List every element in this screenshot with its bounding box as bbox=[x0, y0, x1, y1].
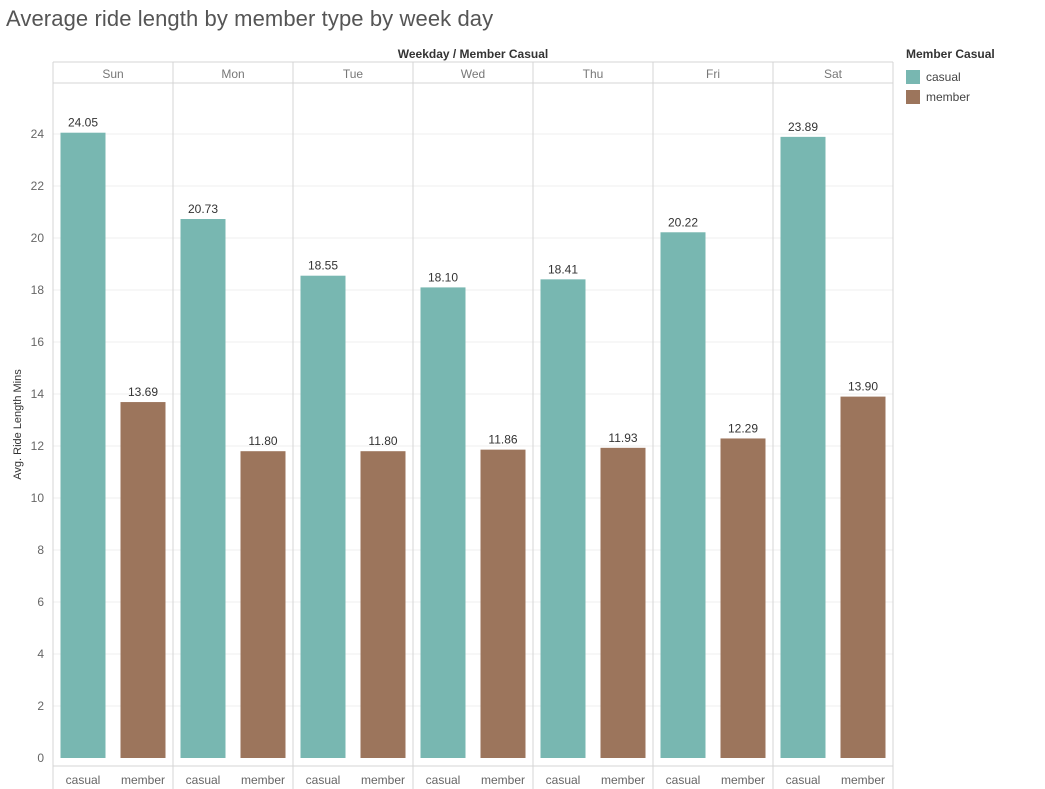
bar-member-mon bbox=[240, 451, 286, 758]
column-header-mon: Mon bbox=[221, 67, 244, 81]
data-label: 13.90 bbox=[848, 380, 878, 394]
legend-swatch-casual bbox=[906, 70, 920, 84]
x-tick-label: member bbox=[361, 773, 405, 787]
column-header-sat: Sat bbox=[824, 67, 843, 81]
data-label: 11.86 bbox=[488, 433, 517, 447]
data-label: 23.89 bbox=[788, 120, 818, 134]
y-tick-label: 14 bbox=[31, 387, 45, 401]
bar-casual-fri bbox=[660, 232, 706, 758]
x-tick-label: casual bbox=[426, 773, 461, 787]
bar-casual-sat bbox=[780, 136, 826, 759]
x-tick-label: member bbox=[481, 773, 525, 787]
column-header-caption: Weekday / Member Casual bbox=[397, 47, 549, 61]
data-label: 11.80 bbox=[248, 434, 277, 448]
bar-casual-thu bbox=[540, 279, 586, 758]
data-label: 20.22 bbox=[668, 215, 698, 229]
x-tick-label: casual bbox=[666, 773, 701, 787]
x-tick-label: casual bbox=[546, 773, 581, 787]
y-tick-label: 0 bbox=[37, 751, 44, 765]
column-header-sun: Sun bbox=[102, 67, 123, 81]
x-tick-label: member bbox=[121, 773, 165, 787]
data-label: 18.41 bbox=[548, 262, 578, 276]
bar-member-sat bbox=[840, 396, 886, 758]
data-label: 11.80 bbox=[368, 434, 397, 448]
legend-title: Member Casual bbox=[906, 47, 995, 61]
data-label: 20.73 bbox=[188, 202, 218, 216]
y-tick-label: 12 bbox=[31, 439, 45, 453]
y-tick-label: 20 bbox=[31, 231, 45, 245]
data-label: 18.10 bbox=[428, 270, 458, 284]
bar-casual-sun bbox=[60, 132, 106, 758]
y-tick-label: 6 bbox=[37, 595, 44, 609]
x-tick-label: casual bbox=[306, 773, 341, 787]
y-tick-label: 2 bbox=[37, 699, 44, 713]
data-label: 12.29 bbox=[728, 421, 758, 435]
bar-casual-wed bbox=[420, 287, 466, 758]
x-tick-label: member bbox=[241, 773, 285, 787]
bar-casual-mon bbox=[180, 219, 226, 758]
y-tick-label: 22 bbox=[31, 179, 45, 193]
y-axis-title: Avg. Ride Length Mins bbox=[12, 369, 24, 480]
bar-member-tue bbox=[360, 451, 406, 758]
bar-member-fri bbox=[720, 438, 766, 758]
legend-item-casual[interactable]: casual bbox=[906, 67, 1041, 87]
y-tick-label: 8 bbox=[37, 543, 44, 557]
column-header-thu: Thu bbox=[583, 67, 604, 81]
data-label: 11.93 bbox=[608, 431, 637, 445]
legend-label-member: member bbox=[926, 90, 971, 104]
bar-member-thu bbox=[600, 447, 646, 758]
x-tick-label: member bbox=[601, 773, 645, 787]
x-tick-label: casual bbox=[66, 773, 101, 787]
y-tick-label: 10 bbox=[31, 491, 45, 505]
y-tick-label: 16 bbox=[31, 335, 45, 349]
y-tick-label: 4 bbox=[37, 647, 44, 661]
column-header-wed: Wed bbox=[461, 67, 485, 81]
y-tick-label: 18 bbox=[31, 283, 45, 297]
bar-member-sun bbox=[120, 402, 166, 758]
bar-casual-tue bbox=[300, 275, 346, 758]
y-tick-label: 24 bbox=[31, 127, 45, 141]
chart-title: Average ride length by member type by we… bbox=[6, 6, 494, 31]
bar-member-wed bbox=[480, 449, 526, 758]
x-tick-label: member bbox=[721, 773, 765, 787]
column-header-tue: Tue bbox=[343, 67, 364, 81]
legend-label-casual: casual bbox=[926, 70, 961, 84]
legend-swatch-member bbox=[906, 90, 920, 104]
data-label: 18.55 bbox=[308, 259, 338, 273]
x-tick-label: casual bbox=[186, 773, 221, 787]
x-tick-label: member bbox=[841, 773, 885, 787]
legend: Member Casual casual member bbox=[906, 47, 1041, 107]
column-header-fri: Fri bbox=[706, 67, 720, 81]
legend-item-member[interactable]: member bbox=[906, 87, 1041, 107]
data-label: 24.05 bbox=[68, 116, 98, 130]
x-tick-label: casual bbox=[786, 773, 821, 787]
data-label: 13.69 bbox=[128, 385, 158, 399]
